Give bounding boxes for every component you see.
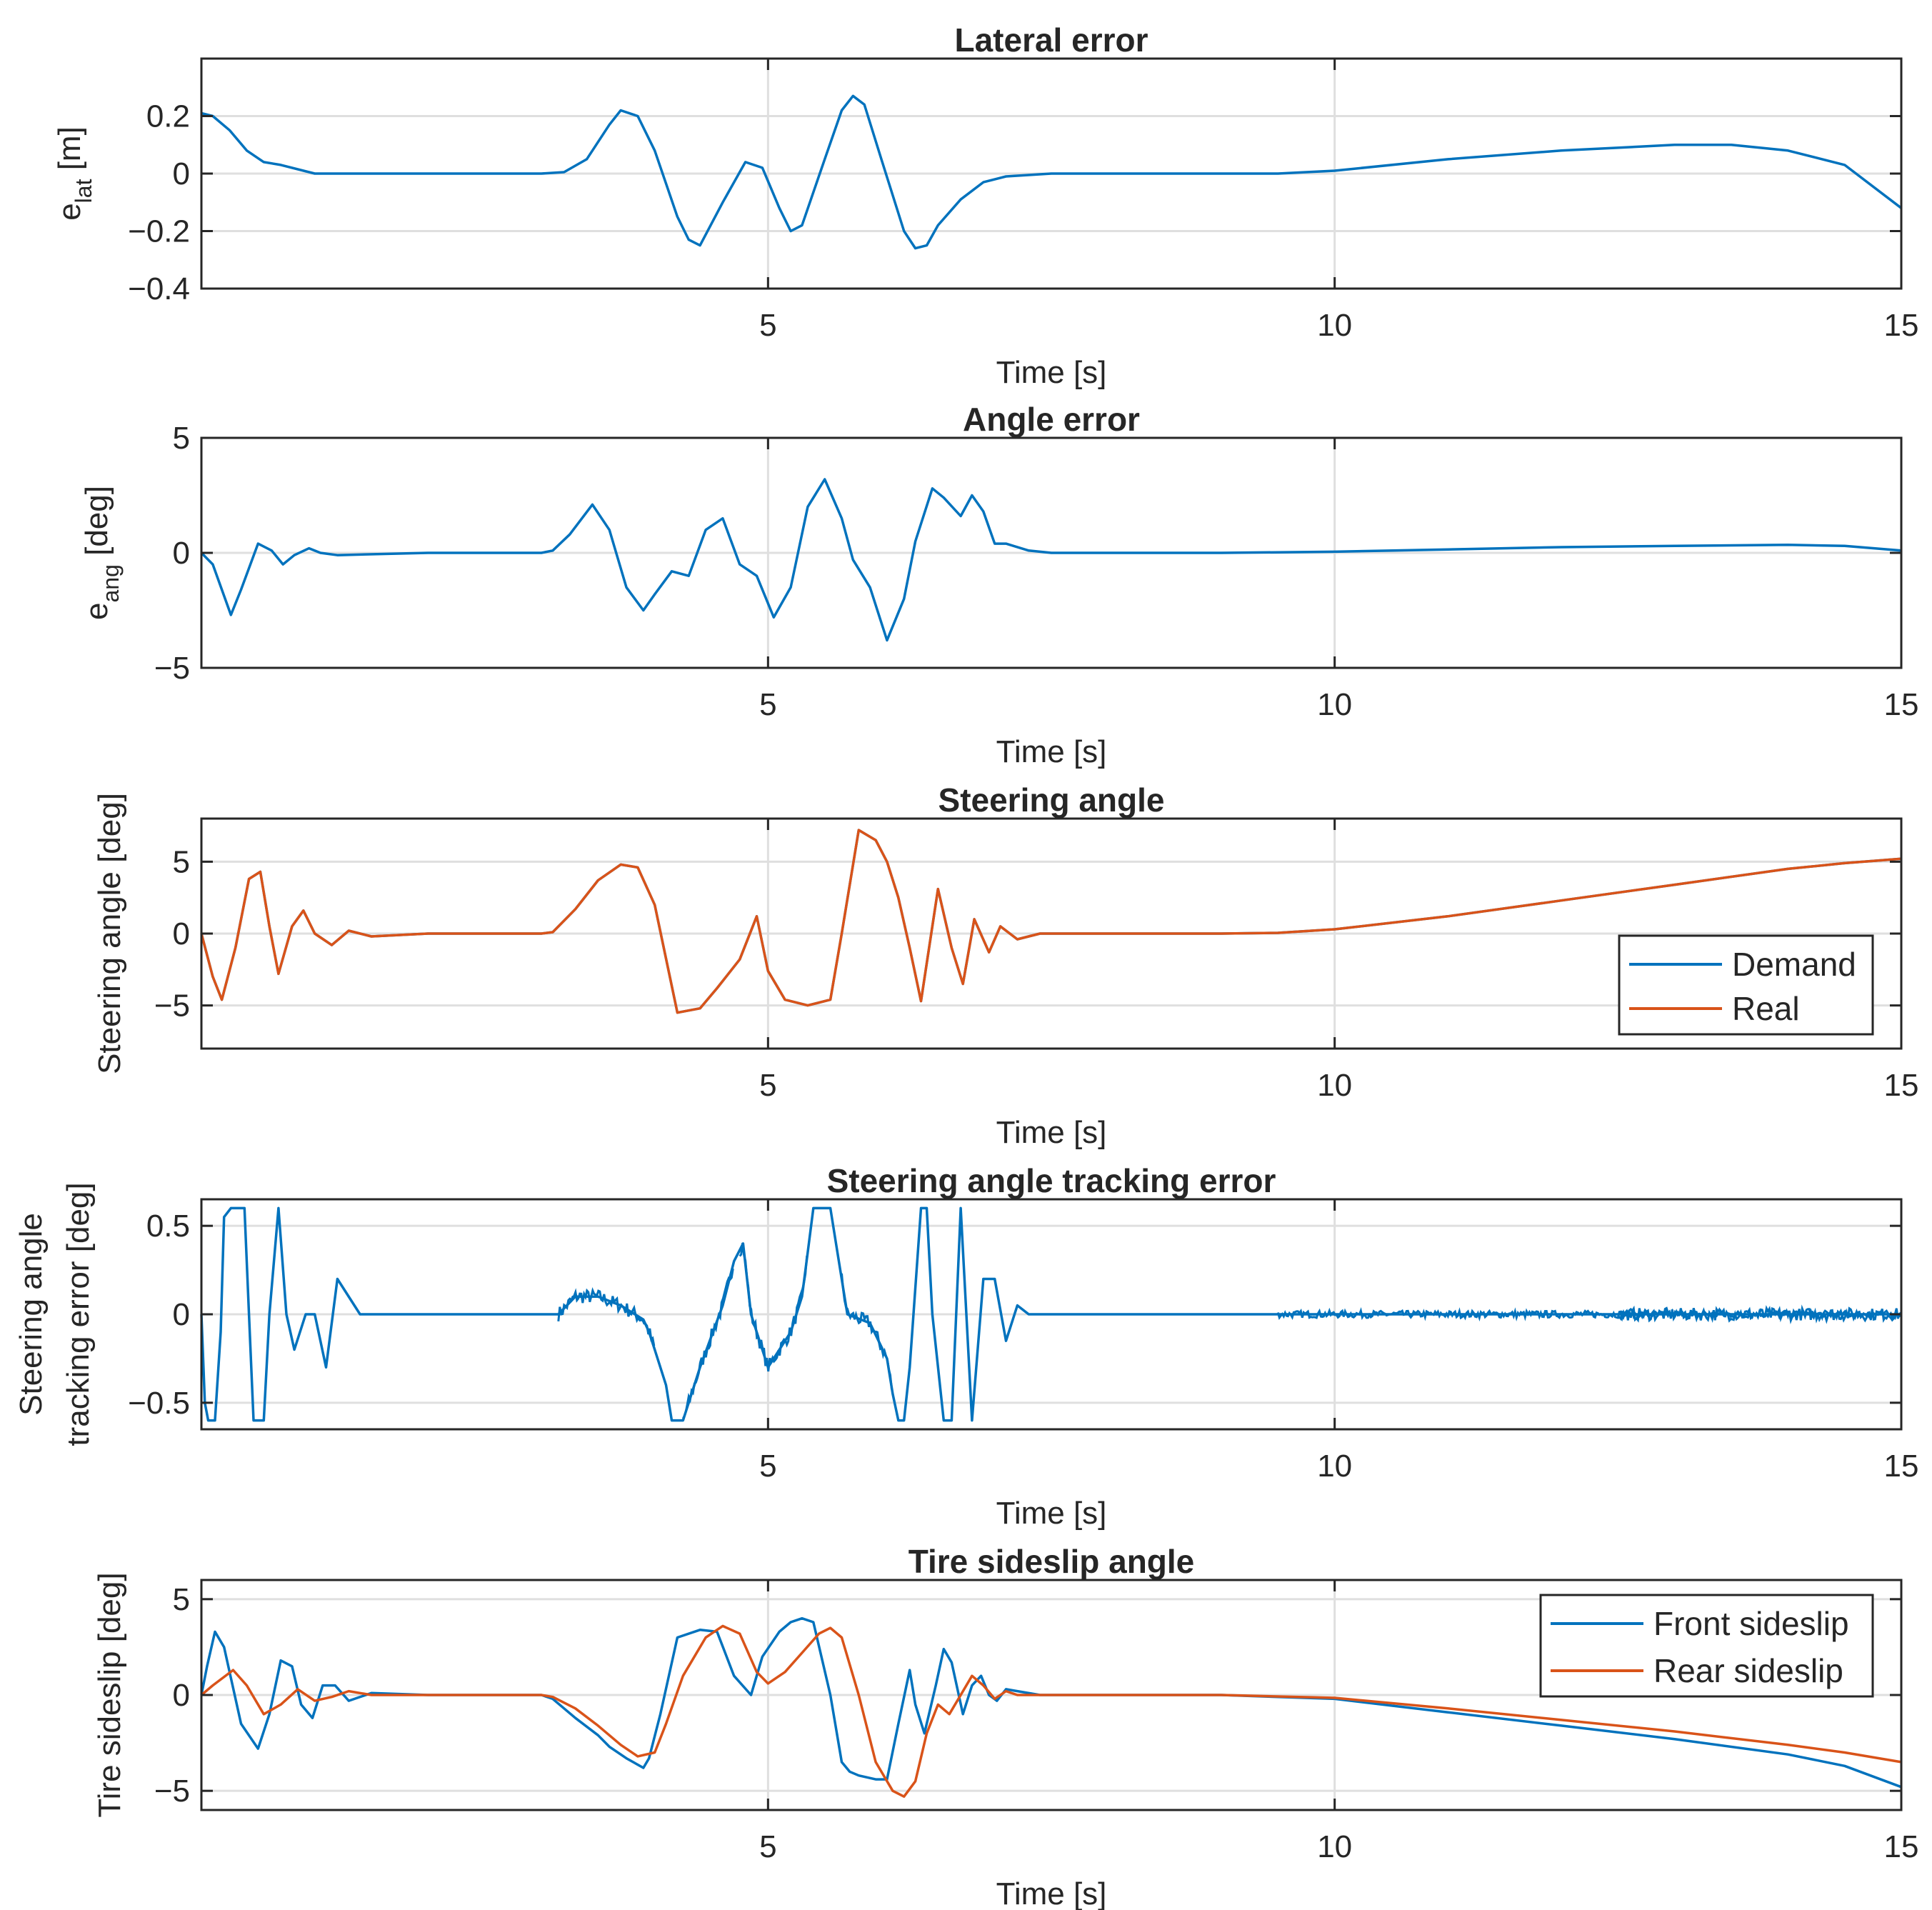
y-tick-label: 0	[173, 1678, 190, 1713]
y-tick-label: −0.2	[128, 214, 190, 249]
y-axis-label: elat [m]	[52, 126, 96, 221]
x-tick-label: 10	[1317, 687, 1352, 722]
y-axis-label: eang [deg]	[79, 486, 124, 620]
x-tick-label: 5	[759, 1449, 776, 1484]
x-axis-label: Time [s]	[996, 734, 1107, 769]
y-tick-label: −0.4	[128, 271, 190, 306]
y-tick-label: 5	[173, 1582, 190, 1617]
y-tick-label: −5	[154, 1774, 190, 1809]
x-tick-label: 10	[1317, 1068, 1352, 1103]
legend: Front sideslip Rear sideslip	[1539, 1594, 1874, 1698]
y-label-main: e	[52, 203, 87, 220]
legend-label: Demand	[1732, 946, 1856, 983]
x-tick-label: 10	[1317, 308, 1352, 343]
x-tick-label: 10	[1317, 1829, 1352, 1864]
x-tick-label: 5	[759, 687, 776, 722]
chart-title: Tire sideslip angle	[909, 1543, 1195, 1580]
x-axis-label: Time [s]	[996, 355, 1107, 390]
x-tick-label: 5	[759, 308, 776, 343]
x-tick-label: 15	[1884, 1068, 1919, 1103]
y-tick-label: 0	[173, 916, 190, 951]
legend-box	[1618, 934, 1874, 1036]
x-axis-label: Time [s]	[996, 1115, 1107, 1150]
series-line-front-sideslip	[200, 1616, 1902, 1789]
y-label-unit: [deg]	[79, 486, 114, 564]
y-label-sub: ang	[98, 564, 124, 602]
y-axis-label: Tire sideslip [deg]	[92, 1572, 127, 1817]
x-tick-label: 15	[1884, 1449, 1919, 1484]
x-axis-label: Time [s]	[996, 1876, 1107, 1910]
chart-title: Steering angle tracking error	[827, 1162, 1276, 1199]
x-tick-label: 10	[1317, 1449, 1352, 1484]
x-tick-label: 5	[759, 1829, 776, 1864]
legend-label: Real	[1732, 990, 1800, 1027]
y-tick-label: 0.2	[146, 99, 190, 134]
legend-label: Front sideslip	[1653, 1605, 1849, 1642]
chart-title: Steering angle	[939, 781, 1165, 819]
series-line-real	[200, 829, 1902, 1014]
y-tick-label: −5	[154, 989, 190, 1024]
y-label-main: e	[79, 603, 114, 620]
subplot-2: 5 10 15 5 0 −5 Angle error Time [s] eang [deg]	[79, 401, 1918, 769]
y-tick-label: 5	[173, 421, 190, 456]
legend: Demand Real	[1618, 934, 1874, 1036]
y-tick-label: 0	[173, 156, 190, 191]
subplot-5: 5 10 15 5 0 −5 Tire sideslip angle Time [s] Tire…	[92, 1543, 1918, 1910]
y-axis-label-line-1: Steering angle	[14, 1213, 49, 1416]
y-axis-label: Steering angle [deg]	[92, 793, 127, 1074]
y-tick-label: 5	[173, 844, 190, 879]
noise-band-4	[841, 1273, 893, 1390]
noise-band-5	[1276, 1306, 1902, 1322]
y-tick-label: 0.5	[146, 1209, 190, 1244]
subplot-3: 5 10 15 5 0 −5 Steering angle Time [s] Steering …	[92, 781, 1918, 1150]
y-axis-label-line-2: tracking error [deg]	[61, 1182, 96, 1446]
x-axis-label: Time [s]	[996, 1496, 1107, 1531]
x-tick-label: 15	[1884, 1829, 1919, 1864]
series-line-rear-sideslip	[200, 1624, 1902, 1798]
x-tick-label: 15	[1884, 308, 1919, 343]
series-line-main	[200, 478, 1902, 642]
y-tick-label: 0	[173, 1297, 190, 1332]
subplot-4: 5 10 15 0.5 0 −0.5 Steering angle tracking err…	[14, 1162, 1918, 1531]
legend-label: Rear sideslip	[1653, 1652, 1843, 1689]
x-tick-label: 5	[759, 1068, 776, 1103]
y-tick-label: −0.5	[128, 1386, 190, 1421]
series-line-main	[200, 1206, 1901, 1422]
noise-band-1	[557, 1287, 656, 1346]
y-label-sub: lat	[71, 179, 96, 203]
y-label-unit: [m]	[52, 126, 87, 179]
y-tick-label: 0	[173, 536, 190, 571]
x-tick-label: 15	[1884, 687, 1919, 722]
y-tick-label: −5	[154, 651, 190, 686]
chart-title: Lateral error	[954, 21, 1148, 59]
legend-box	[1539, 1594, 1874, 1698]
chart-title: Angle error	[963, 401, 1140, 438]
subplot-1: 5 10 15 0.2 0 −0.2 −0.4 Lateral error Time [s] el…	[52, 21, 1918, 390]
series-line-main	[201, 94, 1903, 250]
